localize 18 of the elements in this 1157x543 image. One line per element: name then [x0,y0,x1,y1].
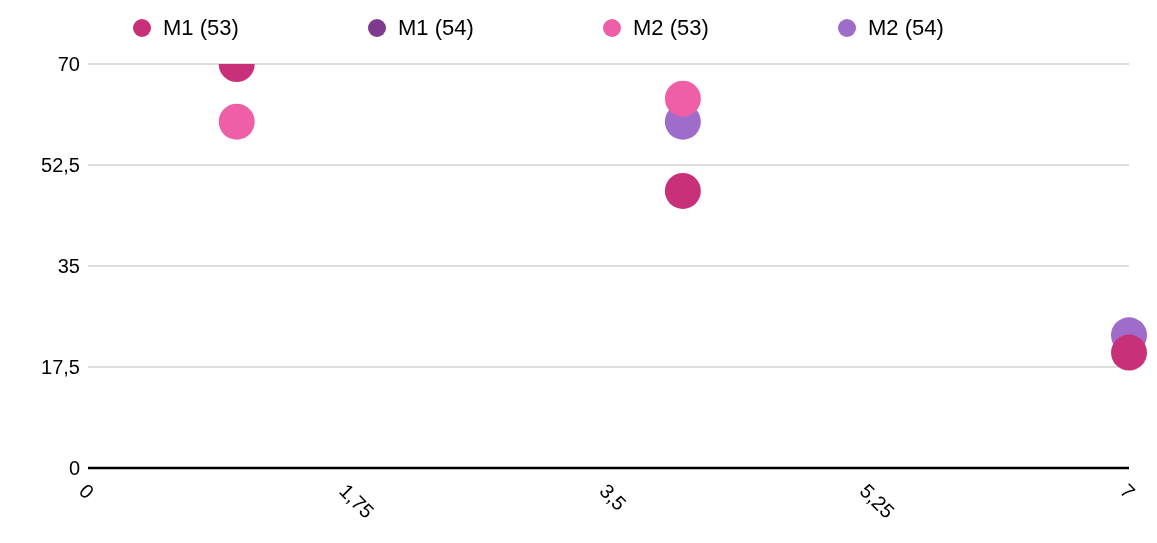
y-tick-label: 0 [68,457,80,480]
legend-label: M1 (53) [162,15,240,41]
point [664,80,701,117]
x-tick-label: 7 [1115,479,1140,503]
point [664,172,701,209]
y-tick-label: 52,5 [41,154,80,177]
y-tick-label: 17,5 [41,356,80,379]
y-tick-label: 35 [57,255,80,278]
legend-label: M2 (54) [867,15,945,41]
y-tick-label: 70 [57,53,80,76]
x-tick-label: 3,5 [595,479,631,515]
x-tick-label: 0 [74,479,99,503]
point [1111,334,1147,371]
legend-label: M2 (53) [632,15,710,41]
x-tick-label: 1,75 [335,479,379,523]
x-tick-label: 5,25 [855,479,899,523]
point [218,103,255,140]
legend-label: M1 (54) [397,15,475,41]
